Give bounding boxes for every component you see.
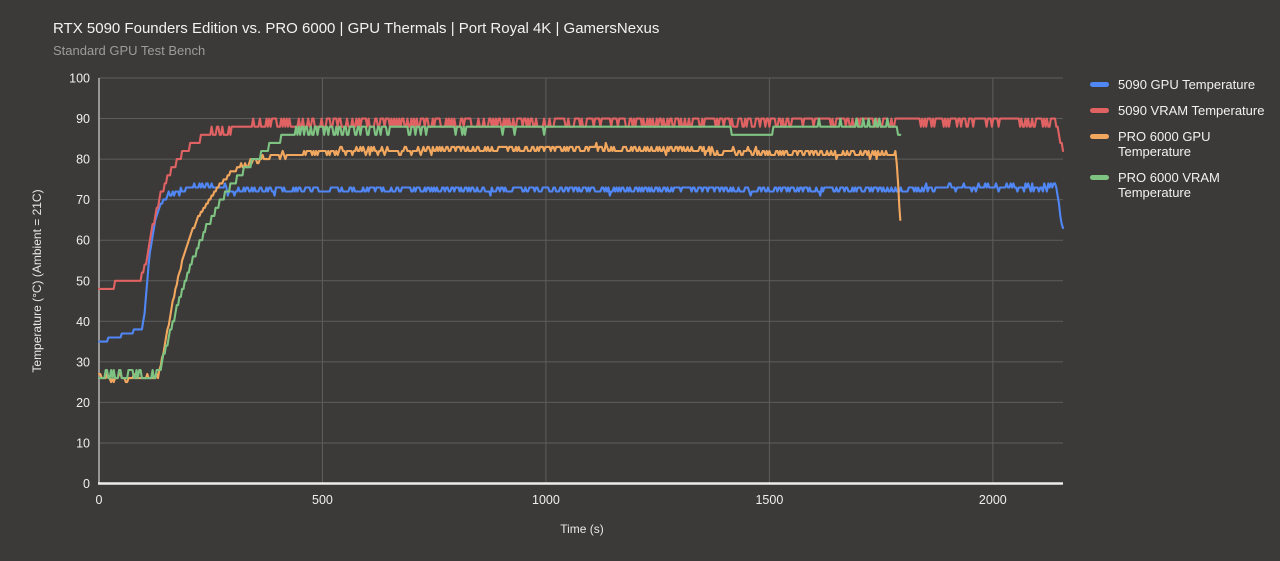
- legend-swatch-pro-6000-vram-temperature: [1090, 175, 1109, 180]
- legend-label: 5090 GPU Temperature: [1118, 77, 1256, 92]
- legend-item-5090-vram-temperature: 5090 VRAM Temperature: [1090, 103, 1276, 118]
- legend-item-pro-6000-vram-temperature: PRO 6000 VRAM Temperature: [1090, 170, 1276, 200]
- y-tick-label: 30: [76, 355, 90, 369]
- legend-item-5090-gpu-temperature: 5090 GPU Temperature: [1090, 77, 1276, 92]
- y-tick-label: 40: [76, 315, 90, 329]
- y-tick-label: 90: [76, 112, 90, 126]
- series-line-pro-6000-vram-temperature: [97, 117, 902, 380]
- x-tick-label: 1000: [532, 493, 560, 507]
- y-tick-label: 20: [76, 396, 90, 410]
- series-line-5090-gpu-temperature: [97, 182, 1065, 343]
- legend-label: 5090 VRAM Temperature: [1118, 103, 1265, 118]
- legend-label: PRO 6000 GPU Temperature: [1118, 129, 1211, 159]
- legend-item-pro-6000-gpu-temperature: PRO 6000 GPU Temperature: [1090, 129, 1276, 159]
- y-tick-label: 0: [83, 477, 90, 491]
- y-tick-label: 10: [76, 436, 90, 450]
- legend-label: PRO 6000 VRAM Temperature: [1118, 170, 1220, 200]
- x-tick-label: 500: [312, 493, 333, 507]
- legend-swatch-pro-6000-gpu-temperature: [1090, 134, 1109, 139]
- x-tick-label: 0: [96, 493, 103, 507]
- y-axis-title: Temperature (°C) (Ambient = 21C): [30, 189, 44, 373]
- series-line-5090-vram-temperature: [97, 117, 1065, 290]
- y-tick-label: 80: [76, 153, 90, 167]
- legend-swatch-5090-gpu-temperature: [1090, 82, 1109, 87]
- legend: 5090 GPU Temperature 5090 VRAM Temperatur…: [1090, 77, 1276, 211]
- x-tick-label: 1500: [755, 493, 783, 507]
- chart-subtitle: Standard GPU Test Bench: [53, 43, 206, 58]
- chart-title: RTX 5090 Founders Edition vs. PRO 6000 |…: [53, 20, 660, 37]
- y-tick-label: 70: [76, 193, 90, 207]
- x-tick-label: 2000: [979, 493, 1007, 507]
- y-tick-label: 60: [76, 234, 90, 248]
- series-line-pro-6000-gpu-temperature: [97, 141, 902, 384]
- legend-swatch-5090-vram-temperature: [1090, 108, 1109, 113]
- y-gridlines: [99, 77, 1063, 444]
- y-tick-label: 100: [69, 72, 90, 86]
- x-axis-title: Time (s): [560, 522, 604, 536]
- series-lines: [97, 117, 1065, 384]
- x-gridlines: [321, 78, 994, 484]
- y-tick-label: 50: [76, 274, 90, 288]
